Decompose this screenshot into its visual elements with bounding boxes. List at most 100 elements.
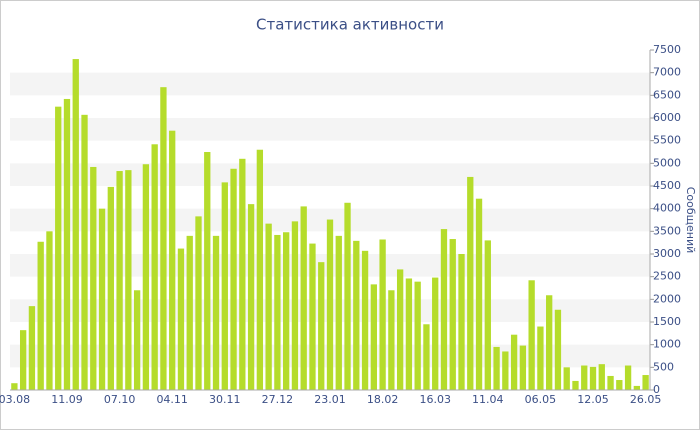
- bar: [537, 326, 544, 390]
- bar: [335, 235, 342, 390]
- bar: [642, 375, 649, 390]
- y-tick-label: 4500: [653, 179, 681, 192]
- y-tick-label: 2500: [653, 270, 681, 283]
- bar: [204, 152, 211, 390]
- grid-band: [10, 72, 650, 96]
- bar: [467, 176, 474, 390]
- x-tick-label: 11.09: [51, 393, 83, 406]
- x-tick-label: 12.05: [577, 393, 609, 406]
- bar: [291, 221, 299, 390]
- bar: [589, 366, 597, 390]
- y-tick-label: 6500: [653, 88, 681, 101]
- chart-title: Статистика активности: [256, 16, 444, 34]
- y-tick-label: 5000: [653, 156, 681, 169]
- bar: [221, 182, 228, 390]
- bar: [274, 234, 281, 390]
- bar: [239, 158, 246, 390]
- y-tick-label: 7000: [653, 66, 681, 79]
- bar: [510, 334, 518, 390]
- bar: [151, 144, 158, 390]
- bar: [46, 231, 53, 390]
- bar: [19, 330, 27, 390]
- y-tick-label: 0: [653, 383, 660, 396]
- bar: [423, 324, 430, 390]
- bar: [63, 98, 71, 391]
- bar: [493, 346, 500, 390]
- x-tick-label: 06.05: [525, 393, 557, 406]
- y-tick-label: 6000: [653, 111, 681, 124]
- bar: [90, 166, 97, 390]
- x-tick-label: 07.10: [104, 393, 136, 406]
- bar: [344, 202, 351, 390]
- y-tick-label: 5500: [653, 134, 681, 147]
- grid-band: [10, 163, 650, 186]
- bar: [502, 351, 509, 390]
- bar: [353, 240, 360, 390]
- x-tick-label: 18.02: [367, 393, 399, 406]
- bar: [633, 385, 641, 390]
- bar: [142, 164, 150, 390]
- bar: [37, 241, 44, 390]
- y-tick-label: 7500: [653, 43, 681, 56]
- x-tick-label: 26.05: [630, 393, 662, 406]
- bar: [370, 284, 377, 390]
- bar: [326, 219, 334, 390]
- bar: [81, 114, 88, 391]
- bar: [616, 380, 623, 390]
- bar: [107, 186, 114, 390]
- bar: [283, 232, 290, 390]
- bar: [414, 281, 421, 390]
- bar: [300, 206, 307, 390]
- bar: [195, 216, 202, 390]
- bar: [440, 229, 448, 390]
- y-tick-label: 500: [653, 360, 674, 373]
- bar: [484, 240, 491, 390]
- bar: [388, 290, 395, 390]
- bar: [318, 262, 325, 390]
- y-axis-label: Сообщений: [684, 187, 697, 254]
- y-tick-label: 1000: [653, 338, 681, 351]
- y-tick-label: 2000: [653, 292, 681, 305]
- x-tick-label: 30.11: [209, 393, 241, 406]
- bar: [116, 171, 123, 390]
- bar: [563, 367, 570, 390]
- bar: [11, 383, 18, 390]
- y-tick-label: 3000: [653, 247, 681, 260]
- bar: [125, 170, 132, 390]
- bar: [528, 280, 535, 390]
- bar: [432, 277, 439, 390]
- x-tick-label: 04.11: [156, 393, 188, 406]
- x-tick-label: 03.08: [0, 393, 30, 406]
- bar: [449, 239, 456, 390]
- bar: [72, 59, 79, 391]
- bar: [28, 306, 36, 390]
- bar: [475, 198, 483, 390]
- bar: [581, 365, 588, 390]
- grid-band: [10, 118, 650, 141]
- bar: [98, 208, 106, 390]
- bar: [405, 278, 413, 390]
- bar: [247, 204, 255, 390]
- bar: [169, 130, 176, 390]
- bar: [256, 149, 264, 390]
- y-tick-label: 3500: [653, 224, 681, 237]
- bar: [55, 106, 62, 391]
- bar: [546, 295, 553, 390]
- bar: [519, 345, 527, 390]
- bar: [396, 269, 404, 390]
- bar: [133, 290, 141, 390]
- bar: [572, 380, 579, 390]
- bar: [177, 248, 185, 390]
- x-tick-label: 11.04: [472, 393, 504, 406]
- bar: [230, 168, 237, 390]
- bar: [607, 375, 614, 390]
- bar: [624, 365, 632, 390]
- y-tick-label: 1500: [653, 315, 681, 328]
- bar: [598, 364, 605, 390]
- bar: [458, 254, 465, 390]
- x-tick-label: 27.12: [262, 393, 294, 406]
- bar: [554, 309, 562, 390]
- bar: [160, 87, 167, 390]
- bar: [379, 239, 386, 390]
- bar: [212, 235, 220, 390]
